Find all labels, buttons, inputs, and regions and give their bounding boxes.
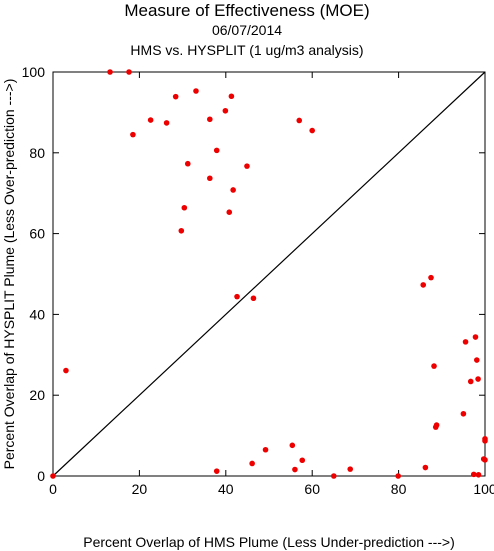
data-point: [184, 160, 191, 167]
data-point: [292, 466, 298, 473]
data-point: [299, 457, 306, 464]
data-point: [420, 282, 427, 288]
data-point: [347, 466, 354, 472]
data-point: [289, 442, 296, 449]
data-point: [249, 460, 255, 467]
data-point: [475, 471, 482, 478]
y-tick-label: 60: [29, 226, 45, 242]
y-tick-label: 20: [29, 387, 45, 403]
data-point: [244, 163, 250, 169]
data-point: [193, 88, 199, 94]
data-point: [296, 117, 303, 124]
data-point: [228, 93, 235, 100]
data-point: [431, 363, 437, 369]
chart-date-subtitle: 06/07/2014: [211, 22, 283, 38]
data-point: [475, 376, 481, 382]
data-point: [63, 367, 69, 374]
data-point: [433, 422, 440, 428]
x-tick-label: 20: [132, 481, 148, 497]
x-tick-label: 80: [391, 481, 407, 497]
data-point: [428, 274, 434, 281]
data-point: [147, 117, 154, 123]
y-tick-label: 100: [22, 64, 46, 80]
x-tick-label: 0: [49, 481, 57, 497]
data-point: [482, 436, 488, 442]
data-point: [262, 446, 269, 453]
data-point: [422, 464, 429, 471]
data-point: [213, 147, 220, 154]
data-point: [213, 468, 220, 474]
data-point: [207, 175, 213, 182]
x-axis-ticks: 0 20 40 60 80 100: [49, 72, 494, 497]
y-tick-label: 80: [29, 145, 45, 161]
data-point: [107, 69, 113, 75]
data-point: [178, 227, 185, 234]
data-point: [470, 471, 477, 478]
data-points: [50, 69, 488, 479]
data-point: [482, 457, 488, 463]
data-point: [460, 410, 467, 417]
data-point: [207, 116, 213, 123]
data-point: [230, 187, 236, 193]
x-tick-label: 40: [218, 481, 234, 497]
one-to-one-diagonal: [52, 71, 486, 477]
y-axis-ticks: 0 20 40 60 80 100: [22, 64, 485, 484]
x-tick-label: 60: [304, 481, 320, 497]
data-point: [234, 293, 240, 300]
chart-title: Measure of Effectiveness (MOE): [124, 1, 370, 20]
data-point: [226, 209, 233, 215]
x-axis-label: Percent Overlap of HMS Plume (Less Under…: [83, 534, 455, 550]
data-point: [331, 473, 337, 479]
data-point: [126, 69, 132, 75]
y-tick-label: 0: [37, 468, 45, 484]
data-point: [172, 93, 179, 100]
y-tick-label: 40: [29, 306, 45, 322]
data-point: [181, 204, 188, 211]
y-axis-label: Percent Overlap of HYSPLIT Plume (Less O…: [1, 79, 17, 470]
data-point: [395, 473, 401, 479]
data-point: [472, 334, 479, 340]
data-point: [130, 131, 136, 138]
plot-frame: [52, 71, 486, 477]
data-point: [50, 473, 56, 479]
data-point: [473, 357, 480, 363]
data-point: [309, 127, 316, 134]
data-point: [222, 107, 229, 114]
x-tick-label: 100: [473, 481, 494, 497]
data-point: [462, 339, 469, 345]
data-point: [250, 295, 257, 302]
chart-comparison-subtitle: HMS vs. HYSPLIT (1 ug/m3 analysis): [130, 42, 364, 58]
data-point: [467, 378, 474, 385]
data-point: [163, 120, 170, 126]
